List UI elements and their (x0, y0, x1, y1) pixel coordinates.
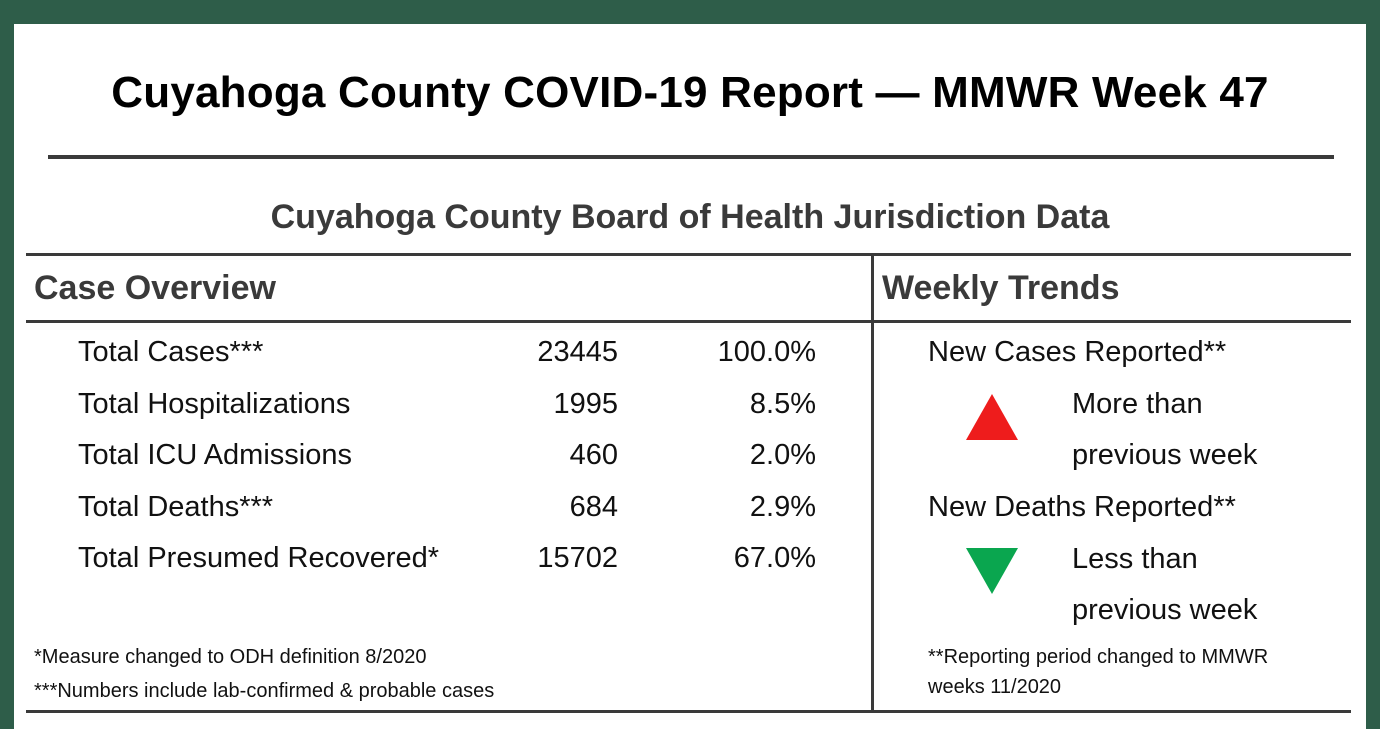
trend-up-shape (966, 394, 1018, 440)
row-percent: 2.0% (749, 439, 816, 471)
row-percent: 2.9% (749, 491, 816, 523)
table-top-rule (26, 253, 1351, 256)
case-overview-heading: Case Overview (34, 269, 276, 307)
column-divider (871, 253, 874, 713)
row-percent: 100.0% (717, 336, 816, 368)
new-deaths-label: New Deaths Reported** (928, 491, 1236, 523)
row-percent: 8.5% (749, 388, 816, 420)
trend-down-shape (966, 548, 1018, 594)
triangle-up-icon (966, 394, 1018, 440)
table-bottom-rule (26, 710, 1351, 713)
row-label: Total Presumed Recovered* (78, 542, 440, 574)
footnote-measure: *Measure changed to ODH definition 8/202… (34, 646, 427, 668)
row-count: 1995 (553, 388, 618, 420)
report-title: Cuyahoga County COVID-19 Report — MMWR W… (111, 68, 1269, 117)
report-sheet: Cuyahoga County COVID-19 Report — MMWR W… (14, 24, 1366, 729)
triangle-down-icon (966, 548, 1018, 594)
new-cases-description: More than previous week (1072, 388, 1258, 471)
row-label: Total ICU Admissions (78, 439, 352, 471)
row-count: 15702 (537, 542, 618, 574)
weekly-trends-heading: Weekly Trends (882, 269, 1120, 307)
title-divider (48, 155, 1334, 159)
new-cases-label: New Cases Reported** (928, 336, 1227, 368)
header-bottom-rule (26, 320, 1351, 323)
row-count: 23445 (537, 336, 618, 368)
row-label: Total Deaths*** (78, 491, 274, 523)
row-count: 684 (569, 491, 618, 523)
row-count: 460 (569, 439, 618, 471)
row-percent: 67.0% (733, 542, 816, 574)
footnote-reporting-period: **Reporting period changed to MMWR weeks… (928, 646, 1269, 698)
new-deaths-description: Less than previous week (1072, 543, 1258, 626)
row-label: Total Cases*** (78, 336, 264, 368)
row-label: Total Hospitalizations (78, 388, 351, 420)
footnote-numbers: ***Numbers include lab-confirmed & proba… (34, 680, 495, 702)
report-subtitle: Cuyahoga County Board of Health Jurisdic… (270, 198, 1110, 236)
